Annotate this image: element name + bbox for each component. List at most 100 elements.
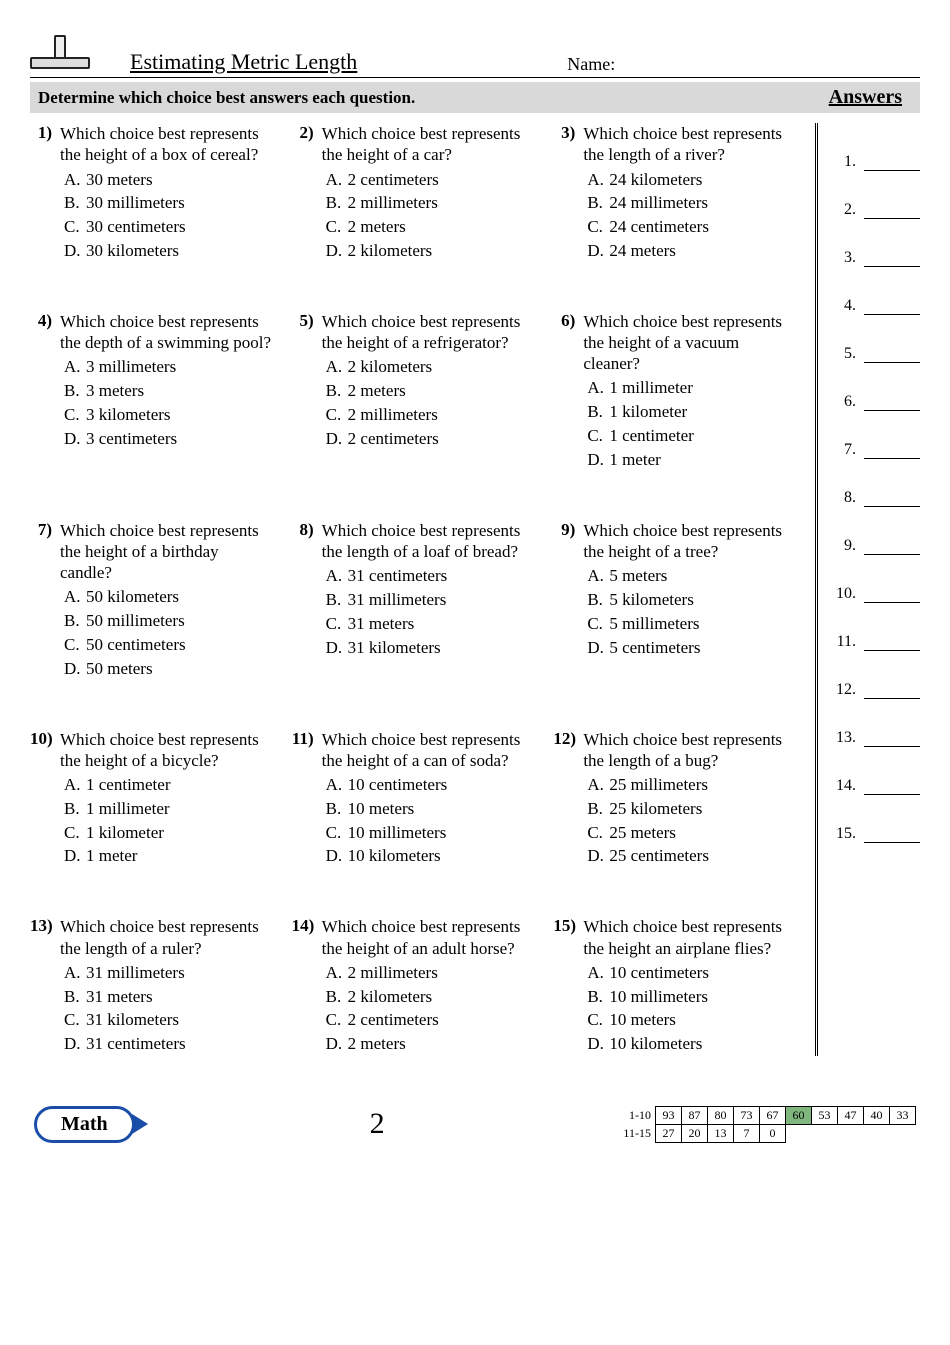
answer-blank[interactable]: 4. [832, 297, 920, 315]
answer-line[interactable] [864, 587, 920, 603]
choice[interactable]: C.1 kilometer [64, 821, 272, 845]
choice[interactable]: C.30 centimeters [64, 215, 272, 239]
answer-line[interactable] [864, 779, 920, 795]
answer-line[interactable] [864, 635, 920, 651]
answer-blank[interactable]: 2. [832, 201, 920, 219]
choice[interactable]: A.1 centimeter [64, 773, 272, 797]
choice-letter: B. [64, 797, 86, 821]
answer-line[interactable] [864, 395, 920, 411]
answer-blank[interactable]: 13. [832, 729, 920, 747]
choice[interactable]: D.1 meter [64, 844, 272, 868]
choice[interactable]: B.1 millimeter [64, 797, 272, 821]
answer-line[interactable] [864, 683, 920, 699]
choice[interactable]: C.1 centimeter [587, 424, 795, 448]
choice[interactable]: D.24 meters [587, 239, 795, 263]
choice[interactable]: B.25 kilometers [587, 797, 795, 821]
choice[interactable]: A.31 centimeters [326, 564, 534, 588]
choice[interactable]: B.2 millimeters [326, 191, 534, 215]
choice[interactable]: B.2 meters [326, 379, 534, 403]
answer-blank[interactable]: 11. [832, 633, 920, 651]
choice[interactable]: A.50 kilometers [64, 585, 272, 609]
choice[interactable]: B.5 kilometers [587, 588, 795, 612]
answer-blank[interactable]: 14. [832, 777, 920, 795]
choice[interactable]: B.2 kilometers [326, 985, 534, 1009]
answer-line[interactable] [864, 491, 920, 507]
choice[interactable]: C.5 millimeters [587, 612, 795, 636]
answer-blank[interactable]: 15. [832, 825, 920, 843]
choice[interactable]: A.10 centimeters [587, 961, 795, 985]
choice[interactable]: A.10 centimeters [326, 773, 534, 797]
answer-line[interactable] [864, 827, 920, 843]
answer-line[interactable] [864, 203, 920, 219]
answer-blank[interactable]: 5. [832, 345, 920, 363]
choice[interactable]: A.2 kilometers [326, 355, 534, 379]
choice[interactable]: D.31 kilometers [326, 636, 534, 660]
choice[interactable]: D.2 kilometers [326, 239, 534, 263]
choice[interactable]: D.2 meters [326, 1032, 534, 1056]
choice[interactable]: B.3 meters [64, 379, 272, 403]
choice[interactable]: C.31 meters [326, 612, 534, 636]
choice[interactable]: C.50 centimeters [64, 633, 272, 657]
answer-blank[interactable]: 8. [832, 489, 920, 507]
answer-blank[interactable]: 9. [832, 537, 920, 555]
choice-text: 10 centimeters [348, 773, 448, 797]
choice[interactable]: C.2 centimeters [326, 1008, 534, 1032]
choice-letter: C. [587, 424, 609, 448]
choice[interactable]: A.3 millimeters [64, 355, 272, 379]
answer-blank[interactable]: 12. [832, 681, 920, 699]
choice[interactable]: C.3 kilometers [64, 403, 272, 427]
answer-line[interactable] [864, 443, 920, 459]
choice[interactable]: A.31 millimeters [64, 961, 272, 985]
choice[interactable]: B.10 meters [326, 797, 534, 821]
choice[interactable]: A.30 meters [64, 168, 272, 192]
choice[interactable]: C.2 meters [326, 215, 534, 239]
choice[interactable]: D.1 meter [587, 448, 795, 472]
choice[interactable]: A.2 millimeters [326, 961, 534, 985]
math-badge: Math [34, 1106, 135, 1143]
choice[interactable]: B.50 millimeters [64, 609, 272, 633]
answer-line[interactable] [864, 731, 920, 747]
choice[interactable]: A.1 millimeter [587, 376, 795, 400]
choice-text: 10 centimeters [609, 961, 709, 985]
answer-line[interactable] [864, 347, 920, 363]
choice[interactable]: A.25 millimeters [587, 773, 795, 797]
answer-blank[interactable]: 1. [832, 153, 920, 171]
choice[interactable]: A.5 meters [587, 564, 795, 588]
choice[interactable]: D.31 centimeters [64, 1032, 272, 1056]
choice[interactable]: D.2 centimeters [326, 427, 534, 451]
choice[interactable]: C.10 meters [587, 1008, 795, 1032]
choice[interactable]: D.10 kilometers [587, 1032, 795, 1056]
choice[interactable]: A.24 kilometers [587, 168, 795, 192]
choice[interactable]: C.24 centimeters [587, 215, 795, 239]
choice[interactable]: D.50 meters [64, 657, 272, 681]
answer-line[interactable] [864, 155, 920, 171]
choice[interactable]: C.25 meters [587, 821, 795, 845]
answer-line[interactable] [864, 299, 920, 315]
answer-line[interactable] [864, 539, 920, 555]
choice[interactable]: B.31 millimeters [326, 588, 534, 612]
choice[interactable]: D.25 centimeters [587, 844, 795, 868]
choice[interactable]: A.2 centimeters [326, 168, 534, 192]
answer-blank[interactable]: 7. [832, 441, 920, 459]
answer-blank[interactable]: 3. [832, 249, 920, 267]
choice-text: 2 millimeters [348, 403, 438, 427]
choice[interactable]: C.2 millimeters [326, 403, 534, 427]
answer-line[interactable] [864, 251, 920, 267]
choice[interactable]: B.1 kilometer [587, 400, 795, 424]
answer-number: 15. [832, 825, 856, 843]
answer-blank[interactable]: 6. [832, 393, 920, 411]
choice[interactable]: B.31 meters [64, 985, 272, 1009]
choice[interactable]: D.3 centimeters [64, 427, 272, 451]
choice[interactable]: D.10 kilometers [326, 844, 534, 868]
choice[interactable]: C.10 millimeters [326, 821, 534, 845]
answer-blank[interactable]: 10. [832, 585, 920, 603]
choice[interactable]: B.10 millimeters [587, 985, 795, 1009]
choice[interactable]: B.30 millimeters [64, 191, 272, 215]
choice-letter: C. [64, 215, 86, 239]
choice[interactable]: D.5 centimeters [587, 636, 795, 660]
choice[interactable]: B.24 millimeters [587, 191, 795, 215]
choice-letter: D. [587, 844, 609, 868]
header: Estimating Metric Length Name: [30, 35, 920, 78]
choice[interactable]: D.30 kilometers [64, 239, 272, 263]
choice[interactable]: C.31 kilometers [64, 1008, 272, 1032]
